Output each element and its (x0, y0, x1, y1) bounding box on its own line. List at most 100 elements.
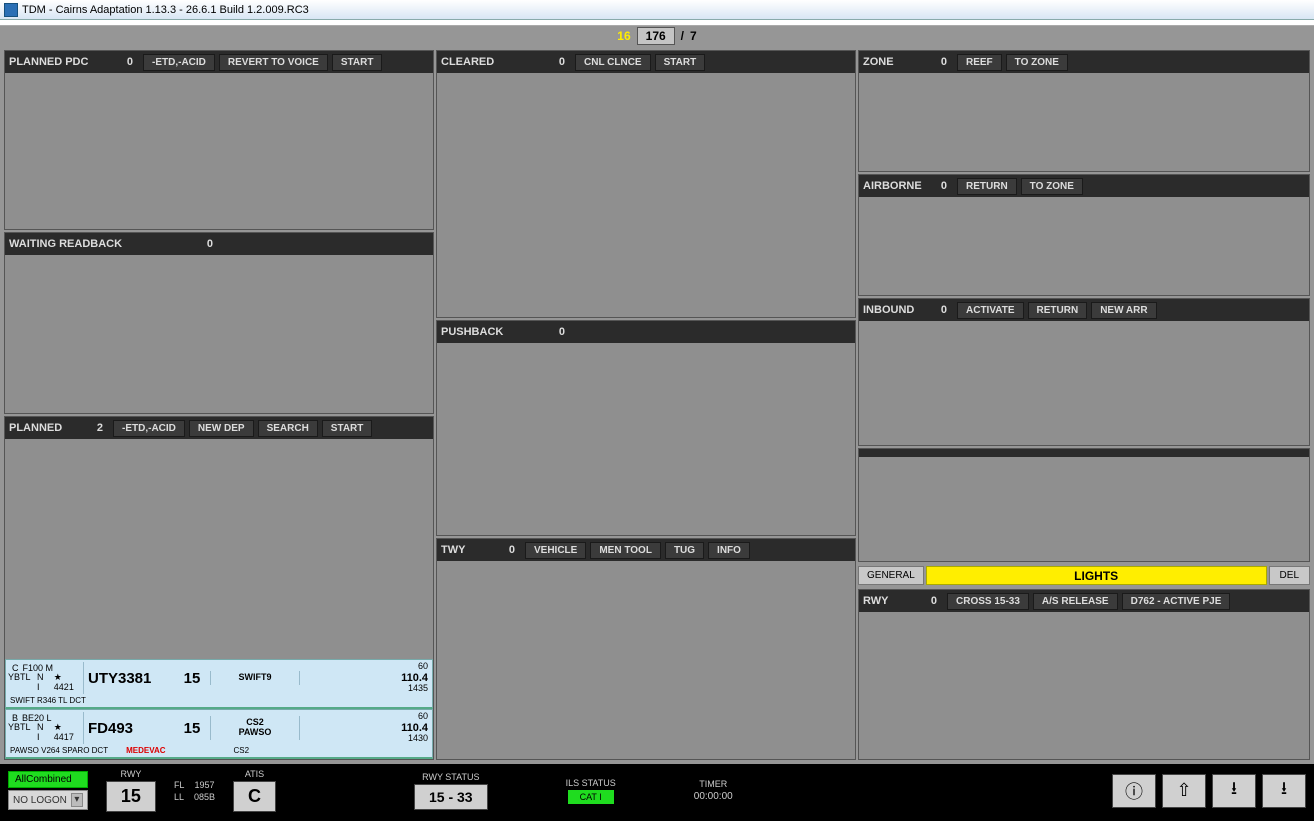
panel-pushback: PUSHBACK 0 (436, 320, 856, 536)
hdr-planned: PLANNED 2 -ETD,-ACID NEW DEP SEARCH STAR… (5, 417, 433, 439)
counter-3: 7 (690, 29, 697, 43)
start-btn-3[interactable]: START (655, 54, 706, 71)
body-planned-pdc (5, 73, 433, 229)
body-blank (859, 457, 1309, 561)
return-btn-2[interactable]: RETURN (1028, 302, 1088, 319)
app-icon (4, 3, 18, 17)
cross-btn[interactable]: CROSS 15-33 (947, 593, 1029, 610)
panel-airborne: AIRBORNE 0 RETURN TO ZONE (858, 174, 1310, 296)
body-airborne (859, 197, 1309, 295)
reef-btn[interactable]: REEF (957, 54, 1002, 71)
panel-planned: PLANNED 2 -ETD,-ACID NEW DEP SEARCH STAR… (4, 416, 434, 760)
panel-planned-pdc: PLANNED PDC 0 -ETD,-ACID REVERT TO VOICE… (4, 50, 434, 230)
chevron-down-icon: ▾ (71, 793, 83, 807)
column-2: CLEARED 0 CNL CLNCE START PUSHBACK 0 TWY… (436, 50, 856, 760)
revert-voice-btn[interactable]: REVERT TO VOICE (219, 54, 328, 71)
count-cleared: 0 (545, 56, 565, 68)
newarr-btn[interactable]: NEW ARR (1091, 302, 1156, 319)
tozone-btn[interactable]: TO ZONE (1006, 54, 1068, 71)
main-area: PLANNED PDC 0 -ETD,-ACID REVERT TO VOICE… (0, 46, 1314, 764)
asrelease-btn[interactable]: A/S RELEASE (1033, 593, 1118, 610)
start-btn-2[interactable]: START (322, 420, 373, 437)
hdr-airborne: AIRBORNE 0 RETURN TO ZONE (859, 175, 1309, 197)
del-btn[interactable]: DEL (1269, 566, 1310, 585)
hdr-twy: TWY 0 VEHICLE MEN TOOL TUG INFO (437, 539, 855, 561)
stat-ils: ILS STATUS CAT I (566, 778, 616, 804)
tug-btn[interactable]: TUG (665, 542, 704, 559)
fl-ll: FL1957 LL085B (174, 780, 215, 802)
panel-waiting: WAITING READBACK 0 (4, 232, 434, 414)
hdr-cleared: CLEARED 0 CNL CLNCE START (437, 51, 855, 73)
label-waiting: WAITING READBACK (9, 238, 189, 250)
rwy-num: 15 (174, 720, 210, 737)
column-3: ZONE 0 REEF TO ZONE AIRBORNE 0 RETURN TO… (858, 50, 1310, 760)
label-planned-pdc: PLANNED PDC (9, 56, 109, 68)
callsign: UTY3381 (84, 668, 174, 689)
info-btn[interactable]: INFO (708, 542, 750, 559)
vehicle-btn[interactable]: VEHICLE (525, 542, 586, 559)
d762-btn[interactable]: D762 - ACTIVE PJE (1122, 593, 1231, 610)
download-icon-2[interactable]: ⭳ (1262, 774, 1306, 808)
cnl-clnce-btn[interactable]: CNL CLNCE (575, 54, 651, 71)
icon-buttons: ⓘ ⇧ ⭳ ⭳ (1112, 774, 1306, 808)
label-inbound: INBOUND (863, 304, 923, 316)
label-planned: PLANNED (9, 422, 79, 434)
count-planned-pdc: 0 (113, 56, 133, 68)
flight-strip[interactable]: CF100 M YBTL N I ★ 4421 UTY3381 15 SWIFT… (5, 659, 433, 709)
label-rwy: RWY (863, 595, 913, 607)
general-btn[interactable]: GENERAL (858, 566, 924, 585)
count-zone: 0 (927, 56, 947, 68)
panel-twy: TWY 0 VEHICLE MEN TOOL TUG INFO (436, 538, 856, 760)
activate-btn[interactable]: ACTIVATE (957, 302, 1024, 319)
column-1: PLANNED PDC 0 -ETD,-ACID REVERT TO VOICE… (4, 50, 434, 760)
allcombined-btn[interactable]: AllCombined (8, 771, 88, 788)
stat-rwy: RWY 15 (106, 769, 156, 812)
lights-indicator[interactable]: LIGHTS (926, 566, 1267, 585)
label-zone: ZONE (863, 56, 923, 68)
rwy-num: 15 (174, 670, 210, 687)
counter-sep: / (681, 29, 684, 43)
hdr-zone: ZONE 0 REEF TO ZONE (859, 51, 1309, 73)
panel-inbound: INBOUND 0 ACTIVATE RETURN NEW ARR (858, 298, 1310, 446)
body-inbound (859, 321, 1309, 445)
atis-btn[interactable]: C (233, 781, 276, 812)
logon-combo[interactable]: NO LOGON▾ (8, 790, 88, 810)
panel-cleared: CLEARED 0 CNL CLNCE START (436, 50, 856, 318)
panel-zone: ZONE 0 REEF TO ZONE (858, 50, 1310, 172)
hdr-planned-pdc: PLANNED PDC 0 -ETD,-ACID REVERT TO VOICE… (5, 51, 433, 73)
status-bar: AllCombined NO LOGON▾ RWY 15 FL1957 LL08… (0, 764, 1314, 817)
callsign: FD493 (84, 718, 174, 739)
panel-rwy: RWY 0 CROSS 15-33 A/S RELEASE D762 - ACT… (858, 589, 1310, 760)
count-pushback: 0 (545, 326, 565, 338)
stat-atis: ATIS C (233, 769, 276, 812)
timer-val: 00:00:00 (694, 791, 733, 802)
search-btn[interactable]: SEARCH (258, 420, 318, 437)
sort-btn-2[interactable]: -ETD,-ACID (113, 420, 185, 437)
count-rwy: 0 (917, 595, 937, 607)
label-pushback: PUSHBACK (441, 326, 541, 338)
label-twy: TWY (441, 544, 491, 556)
body-pushback (437, 343, 855, 535)
hdr-waiting: WAITING READBACK 0 (5, 233, 433, 255)
start-btn[interactable]: START (332, 54, 383, 71)
rwystatus-btn[interactable]: 15 - 33 (414, 784, 488, 810)
flight-strip[interactable]: BBE20 L YBTL N I ★ 4417 FD493 15 CS2PAWS… (5, 709, 433, 759)
up-arrow-icon[interactable]: ⇧ (1162, 774, 1206, 808)
count-inbound: 0 (927, 304, 947, 316)
download-icon[interactable]: ⭳ (1212, 774, 1256, 808)
rwy-btn[interactable]: 15 (106, 781, 156, 812)
return-btn[interactable]: RETURN (957, 178, 1017, 195)
counter-1: 16 (617, 29, 630, 43)
hdr-blank (859, 449, 1309, 457)
body-waiting (5, 255, 433, 413)
info-icon[interactable]: ⓘ (1112, 774, 1156, 808)
lights-row: GENERAL LIGHTS DEL (858, 566, 1310, 585)
mentool-btn[interactable]: MEN TOOL (590, 542, 661, 559)
sort-btn[interactable]: -ETD,-ACID (143, 54, 215, 71)
label-airborne: AIRBORNE (863, 180, 923, 192)
newdep-btn[interactable]: NEW DEP (189, 420, 254, 437)
panel-blank (858, 448, 1310, 562)
count-airborne: 0 (927, 180, 947, 192)
tozone-btn-2[interactable]: TO ZONE (1021, 178, 1083, 195)
hdr-rwy: RWY 0 CROSS 15-33 A/S RELEASE D762 - ACT… (859, 590, 1309, 612)
